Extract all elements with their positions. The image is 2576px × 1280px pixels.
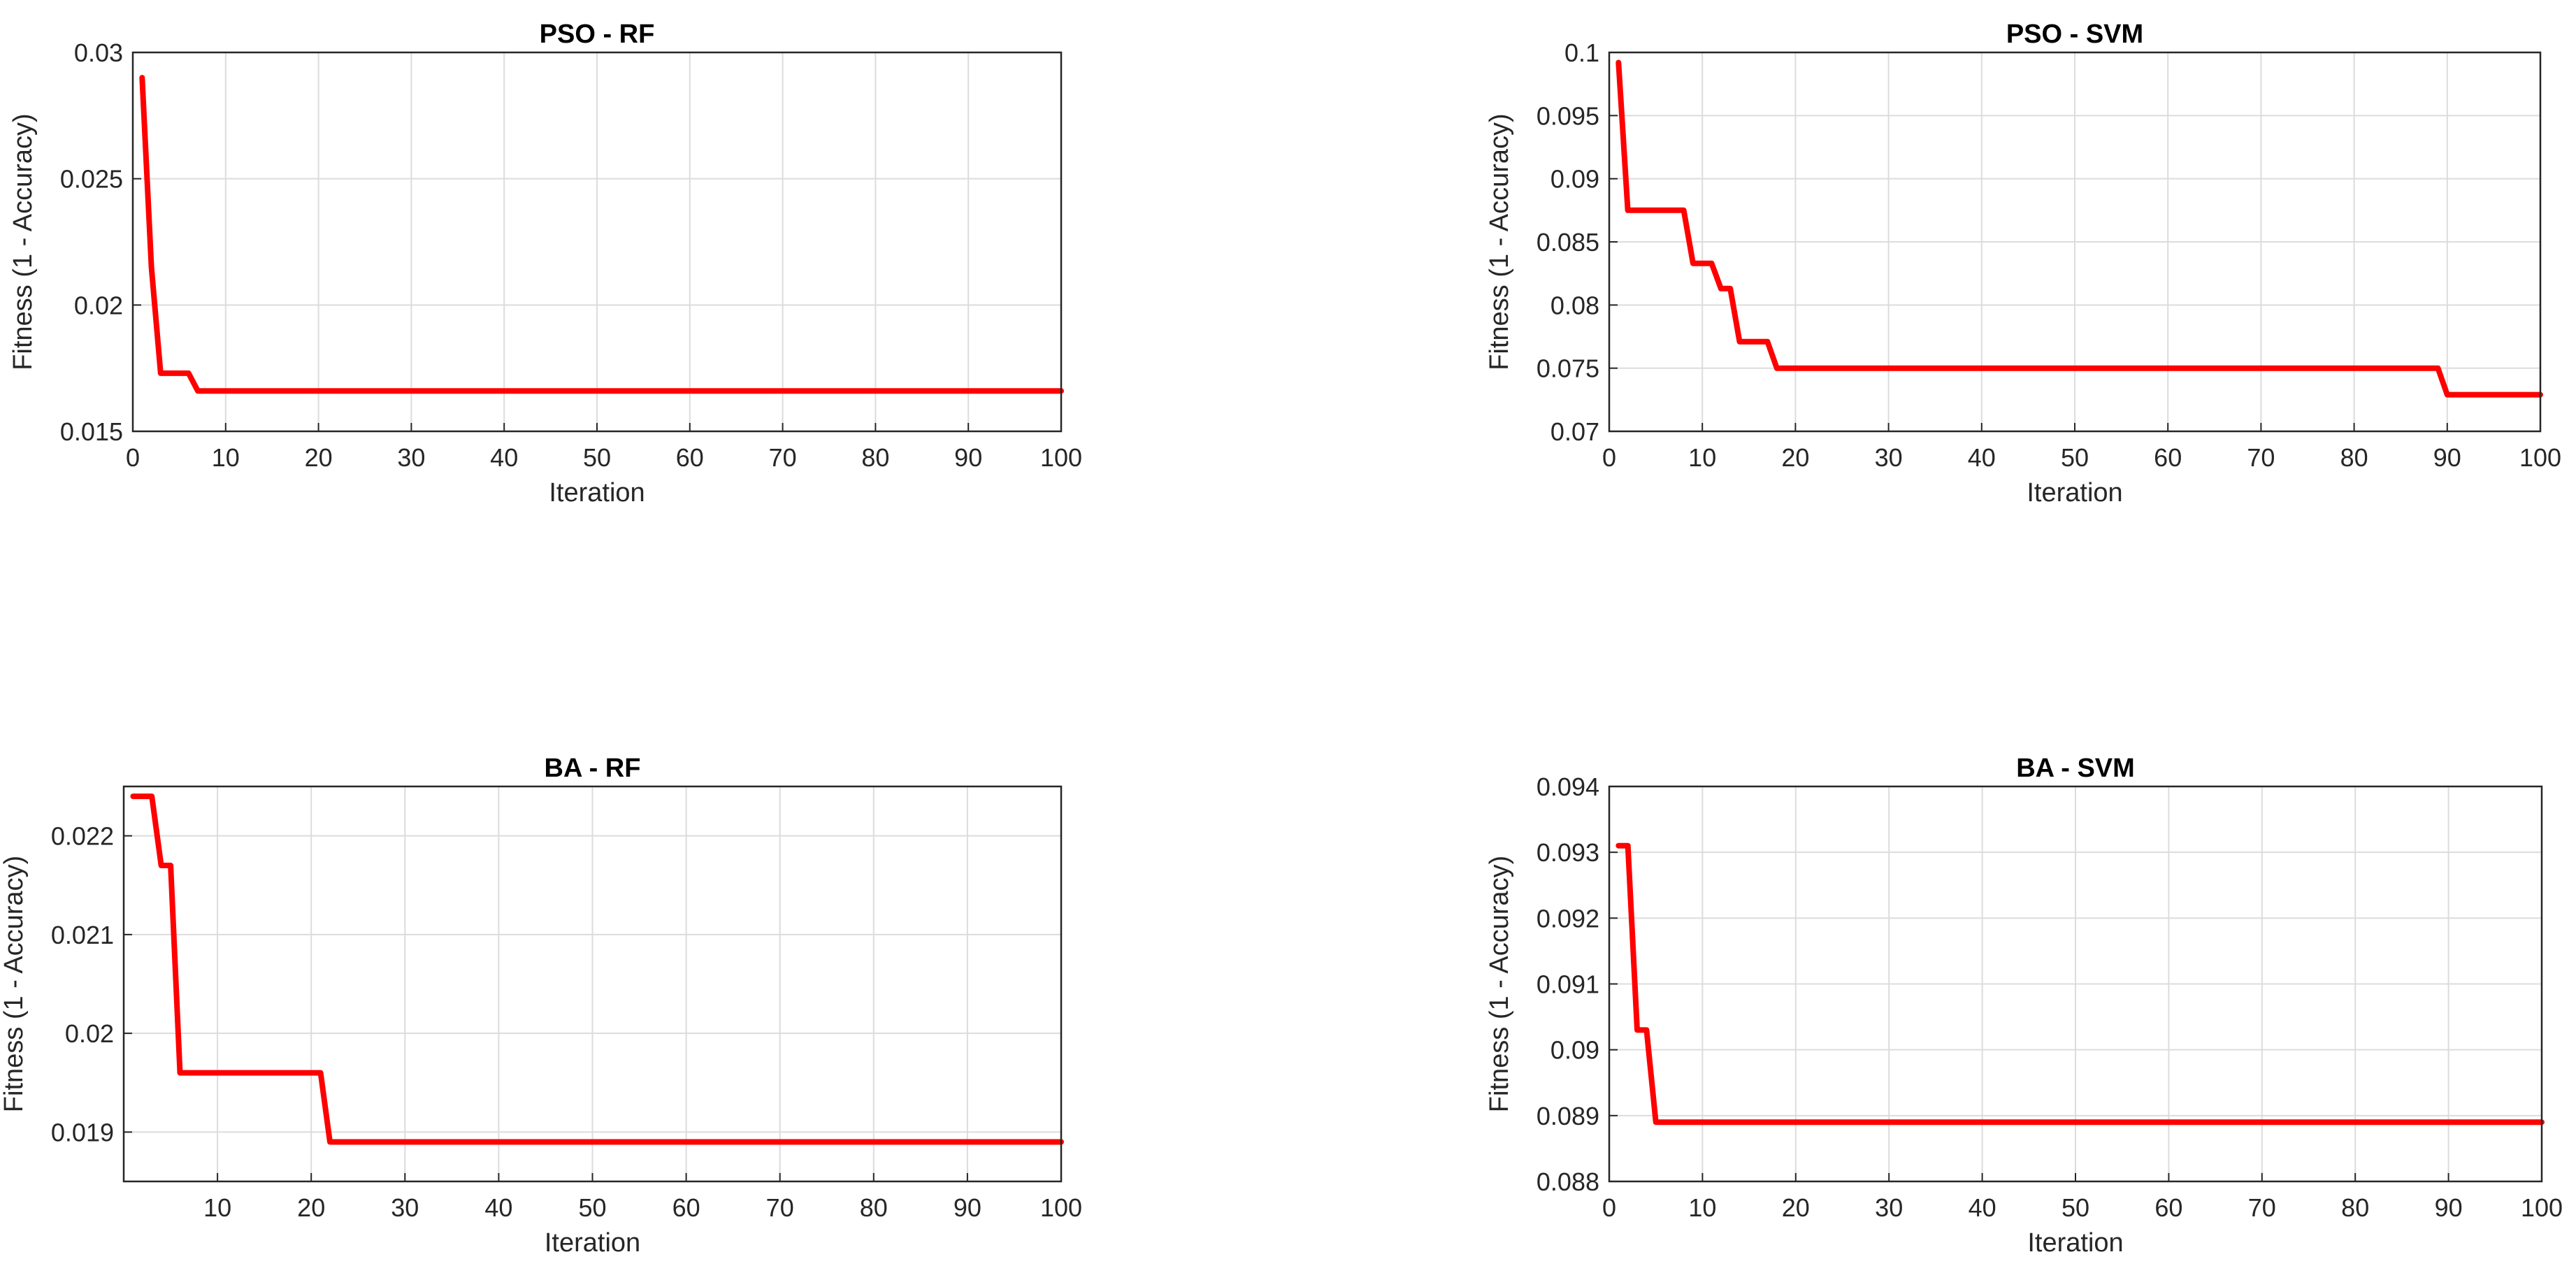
y-tick-label: 0.075 xyxy=(1537,354,1599,383)
x-tick-label: 20 xyxy=(305,443,333,472)
y-tick-label: 0.09 xyxy=(1550,1036,1599,1065)
y-tick-label: 0.09 xyxy=(1550,165,1599,194)
x-tick-label: 70 xyxy=(766,1193,794,1222)
y-tick-label: 0.025 xyxy=(60,165,123,194)
y-axis-label: Fitness (1 - Accuracy) xyxy=(8,113,38,370)
x-tick-label: 40 xyxy=(484,1193,512,1222)
x-tick-label: 70 xyxy=(2247,443,2275,472)
x-tick-label: 20 xyxy=(1782,1193,1810,1222)
y-tick-label: 0.094 xyxy=(1537,772,1599,801)
x-axis-label: Iteration xyxy=(2027,478,2122,508)
axes-box xyxy=(131,51,1063,433)
x-tick-label: 50 xyxy=(578,1193,606,1222)
x-tick-label: 0 xyxy=(126,443,140,472)
y-tick-label: 0.092 xyxy=(1537,904,1599,933)
x-tick-label: 20 xyxy=(297,1193,325,1222)
x-tick-label: 60 xyxy=(2154,1193,2182,1222)
x-tick-label: 10 xyxy=(1688,443,1716,472)
series-line xyxy=(1616,842,2545,1126)
x-tick-label: 80 xyxy=(861,443,889,472)
axes-box xyxy=(1608,51,2542,433)
x-tick-label: 0 xyxy=(1602,443,1616,472)
x-tick-label: 10 xyxy=(203,1193,231,1222)
y-tick-label: 0.022 xyxy=(51,822,114,851)
x-axis-label: Iteration xyxy=(2027,1228,2123,1258)
x-tick-label: 90 xyxy=(2433,443,2461,472)
x-tick-label: 30 xyxy=(391,1193,419,1222)
y-axis-label: Fitness (1 - Accuracy) xyxy=(1485,113,1514,370)
x-tick-label: 100 xyxy=(2521,1193,2563,1222)
x-tick-label: 50 xyxy=(2061,443,2089,472)
series-line xyxy=(1616,59,2543,398)
y-tick-label: 0.015 xyxy=(60,417,123,446)
x-axis-label: Iteration xyxy=(549,478,645,508)
x-tick-label: 60 xyxy=(2154,443,2182,472)
chart-1: 0 10 20 30 40 50 60 70 80 90 100 0.015 0.02 0.025 0.03… xyxy=(8,20,1082,508)
y-tick-label: 0.08 xyxy=(1550,291,1599,319)
x-tick-label: 30 xyxy=(1875,1193,1903,1222)
y-tick-label: 0.089 xyxy=(1537,1102,1599,1130)
y-tick-label: 0.088 xyxy=(1537,1167,1599,1196)
chart-title: BA - SVM xyxy=(2016,754,2135,783)
series-line xyxy=(139,75,1064,394)
x-tick-label: 80 xyxy=(2341,1193,2369,1222)
axes-box xyxy=(122,785,1063,1183)
y-tick-label: 0.095 xyxy=(1537,101,1599,130)
x-tick-label: 90 xyxy=(954,1193,981,1222)
x-tick-label: 40 xyxy=(1968,443,1996,472)
x-tick-label: 20 xyxy=(1781,443,1809,472)
y-tick-label: 0.085 xyxy=(1537,228,1599,257)
x-tick-label: 50 xyxy=(583,443,611,472)
y-tick-label: 0.07 xyxy=(1550,417,1599,446)
chart-4: 0 10 20 30 40 50 60 70 80 90 100 0.088 0.089 0.09 0.09… xyxy=(1485,754,2563,1258)
chart-title: PSO - SVM xyxy=(2006,20,2143,49)
x-axis-label: Iteration xyxy=(545,1228,640,1258)
x-tick-label: 100 xyxy=(2519,443,2561,472)
y-axis-label: Fitness (1 - Accuracy) xyxy=(0,856,29,1112)
x-tick-label: 80 xyxy=(2340,443,2368,472)
series-line xyxy=(130,793,1064,1145)
chart-title: BA - RF xyxy=(545,754,641,783)
y-tick-label: 0.091 xyxy=(1537,970,1599,999)
y-tick-label: 0.02 xyxy=(65,1019,114,1048)
y-tick-label: 0.03 xyxy=(74,38,123,67)
x-tick-label: 100 xyxy=(1040,1193,1082,1222)
chart-2: 0 10 20 30 40 50 60 70 80 90 100 0.07 0.075 0.08 0.085… xyxy=(1485,20,2561,508)
y-tick-label: 0.021 xyxy=(51,921,114,949)
x-tick-label: 50 xyxy=(2061,1193,2089,1222)
y-axis-label: Fitness (1 - Accuracy) xyxy=(1485,856,1514,1112)
x-tick-label: 60 xyxy=(676,443,704,472)
grid xyxy=(124,786,1062,1181)
x-tick-label: 30 xyxy=(397,443,425,472)
x-tick-label: 60 xyxy=(672,1193,700,1222)
y-tick-label: 0.019 xyxy=(51,1118,114,1146)
y-tick-label: 0.093 xyxy=(1537,838,1599,867)
x-tick-label: 70 xyxy=(2248,1193,2276,1222)
x-tick-label: 70 xyxy=(769,443,797,472)
y-tick-label: 0.1 xyxy=(1564,38,1599,67)
axes-box xyxy=(1608,785,2543,1183)
x-tick-label: 90 xyxy=(954,443,982,472)
x-tick-label: 100 xyxy=(1040,443,1082,472)
y-tick-label: 0.02 xyxy=(74,291,123,319)
x-tick-label: 0 xyxy=(1602,1193,1616,1222)
x-tick-label: 10 xyxy=(1688,1193,1716,1222)
chart-3: 10 20 30 40 50 60 70 80 90 100 0.019 0.02 0.021 0.022… xyxy=(0,754,1082,1258)
x-tick-label: 40 xyxy=(1969,1193,1996,1222)
x-tick-label: 10 xyxy=(212,443,240,472)
x-tick-label: 90 xyxy=(2435,1193,2463,1222)
x-tick-label: 40 xyxy=(490,443,518,472)
chart-title: PSO - RF xyxy=(540,20,655,49)
x-tick-label: 80 xyxy=(860,1193,888,1222)
x-tick-label: 30 xyxy=(1875,443,1903,472)
